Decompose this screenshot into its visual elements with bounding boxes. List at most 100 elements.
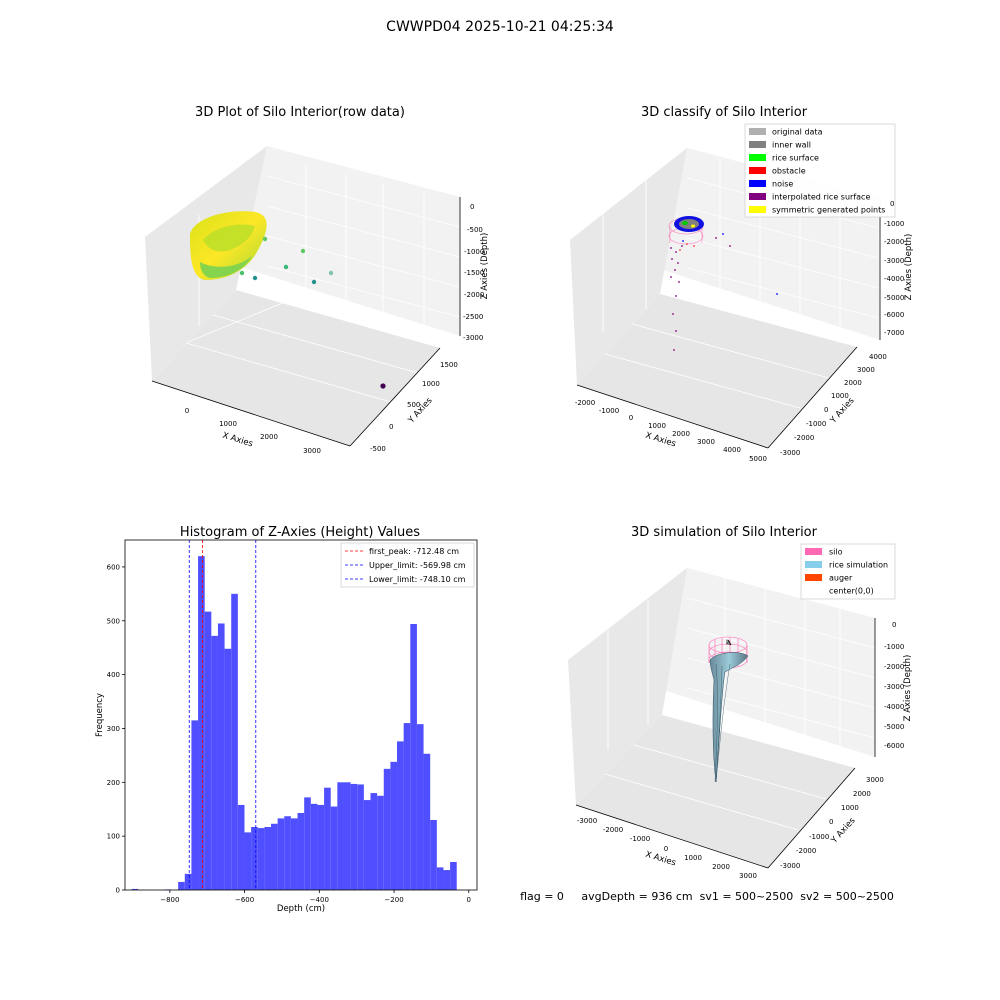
z-tick-label: 0 — [470, 203, 474, 211]
z-tick-label: -3000 — [884, 257, 904, 265]
z-tick-label: -4000 — [884, 275, 904, 283]
legend-swatch — [749, 141, 766, 148]
histogram-bar — [443, 870, 451, 890]
legend-label: center(0,0) — [829, 587, 874, 596]
histogram-bar — [317, 804, 325, 890]
histogram-bar — [450, 862, 457, 890]
outlier-points-raw — [239, 236, 386, 389]
histogram-bar — [217, 623, 225, 890]
histogram-bar — [324, 787, 331, 890]
rice-simulation-surface — [709, 652, 749, 783]
histogram-bar — [231, 593, 238, 890]
histogram-y-label: Frequency — [95, 693, 105, 737]
legend-label: rice simulation — [829, 561, 888, 570]
x-tick-label: -2000 — [603, 826, 623, 834]
legend-swatch — [749, 128, 766, 135]
z-tick-label: 0 — [890, 200, 894, 208]
y-axis-label-classify: Y Axies — [828, 395, 857, 426]
histogram-bar — [251, 827, 258, 890]
z-tick-label: -2000 — [464, 291, 484, 299]
silo-simulation-3d: k — [708, 636, 749, 783]
panel-title-histogram: Histogram of Z-Axies (Height) Values — [180, 525, 420, 540]
y-tick-label: 300 — [107, 725, 120, 733]
panel-raw-data: 3D Plot of Silo Interior(row data) — [145, 105, 490, 455]
x-tick-label: 1000 — [684, 854, 702, 862]
legend-label: Lower_limit: -748.10 cm — [369, 575, 466, 584]
histogram-bar — [430, 820, 437, 890]
legend-label: inner wall — [772, 141, 811, 150]
legend-simulation: silo rice simulation auger center(0,0) — [800, 543, 896, 600]
histogram-bar — [257, 828, 265, 890]
y-tick-label: 0 — [829, 818, 833, 826]
x-tick-label: 3000 — [697, 438, 715, 446]
histogram-vlines — [188, 540, 257, 890]
panel-classify: 3D classify of Silo Interior — [570, 105, 914, 463]
histogram-bar — [304, 797, 311, 890]
legend-swatch — [749, 180, 766, 187]
legend-label: obstacle — [772, 167, 806, 176]
y-tick-label: 2000 — [844, 379, 862, 387]
floor-pane-raw — [152, 290, 440, 446]
x-tick-label: −400 — [310, 896, 329, 904]
legend-label: rice surface — [772, 154, 819, 163]
legend-histogram: first_peak: -712.48 cm Upper_limit: -569.… — [340, 542, 475, 588]
histogram-bar — [297, 813, 305, 890]
y-ticks-simulation: -3000 -2000 -1000 0 1000 2000 3000 — [780, 776, 884, 870]
histogram-bar — [271, 823, 278, 890]
legend-label: interpolated rice surface — [772, 193, 870, 202]
histogram-bar — [264, 827, 272, 890]
y-tick-label: -1000 — [809, 833, 829, 841]
histogram-bar — [423, 753, 431, 890]
z-tick-label: -2000 — [884, 663, 904, 671]
x-tick-label: 0 — [664, 845, 668, 853]
surface-blob-raw — [189, 211, 267, 280]
y-tick-label: 0 — [389, 423, 393, 431]
histogram-bar — [350, 783, 358, 890]
z-tick-label: -5000 — [884, 294, 904, 302]
histogram-bar — [410, 624, 417, 890]
center-marker-icon: k — [726, 639, 731, 647]
z-tick-label: 0 — [892, 621, 896, 629]
figure-suptitle: CWWPD04 2025-10-21 04:25:34 — [386, 19, 614, 35]
y-tick-label: 3000 — [857, 366, 875, 374]
z-tick-label: -2500 — [463, 313, 483, 321]
legend-label: symmetric generated points — [772, 206, 885, 215]
x-tick-label: 0 — [629, 414, 633, 422]
z-tick-label: -3000 — [884, 683, 904, 691]
histogram-bar — [337, 782, 344, 890]
histogram-bar — [191, 720, 199, 890]
x-tick-label: 2000 — [672, 430, 690, 438]
x-tick-label: 2000 — [712, 863, 730, 871]
status-line: flag = 0 avgDepth = 936 cm sv1 = 500~250… — [520, 890, 894, 903]
legend-swatch — [749, 154, 766, 161]
panel-title-simulation: 3D simulation of Silo Interior — [631, 525, 818, 540]
classified-points — [668, 216, 778, 351]
z-tick-label: -1000 — [884, 643, 904, 651]
x-tick-label: 1000 — [219, 420, 237, 428]
histogram-bars — [131, 556, 457, 890]
x-tick-label: 1000 — [648, 422, 666, 430]
y-tick-label: 1500 — [440, 361, 458, 369]
x-tick-label: −800 — [160, 896, 179, 904]
x-tick-label: −600 — [235, 896, 254, 904]
histogram-bar — [290, 818, 298, 890]
y-tick-label: 3000 — [866, 776, 884, 784]
z-tick-label: -4000 — [884, 703, 904, 711]
x-tick-label: −200 — [384, 896, 403, 904]
z-tick-label: -2000 — [884, 238, 904, 246]
x-ticks-raw: 0 1000 2000 3000 — [185, 407, 321, 455]
x-tick-label: 0 — [467, 896, 471, 904]
z-tick-label: -5000 — [884, 723, 904, 731]
z-tick-label: -3000 — [463, 334, 483, 342]
histogram-bar — [343, 782, 351, 890]
panel-title-raw: 3D Plot of Silo Interior(row data) — [195, 105, 405, 120]
panel-simulation: 3D simulation of Silo Interior — [568, 525, 913, 880]
histogram-bar — [237, 804, 245, 890]
legend-label: first_peak: -712.48 cm — [369, 547, 459, 556]
histogram-bar — [370, 793, 378, 890]
x-tick-label: 0 — [185, 407, 189, 415]
x-tick-label: -1000 — [630, 835, 650, 843]
x-tick-label: -2000 — [575, 399, 595, 407]
histogram-bar — [383, 768, 391, 890]
axes-box-raw — [145, 146, 461, 447]
